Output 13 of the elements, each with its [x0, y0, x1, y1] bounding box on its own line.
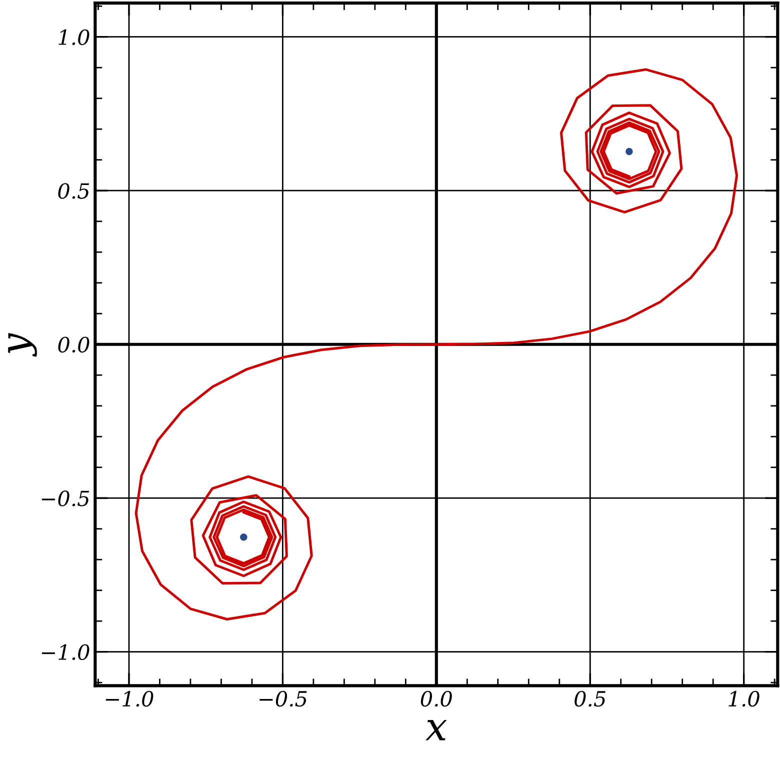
x-tick-label: −1.0	[106, 690, 154, 707]
y-tick-label: 0.5	[58, 183, 90, 199]
x-tick-label: 0.5	[574, 690, 606, 707]
x-axis-title: x	[426, 720, 447, 740]
x-tick-label: 0.0	[420, 690, 452, 707]
x-tick-label: −0.5	[260, 690, 307, 707]
y-axis-title: y	[8, 332, 37, 357]
y-tick-label: 0.0	[58, 336, 90, 353]
x-tick-label: 1.0	[728, 690, 760, 707]
y-tick-label: −1.0	[42, 644, 90, 660]
y-tick-label: 1.0	[58, 29, 90, 46]
y-tick-label: −0.5	[42, 490, 90, 506]
line-series	[134, 68, 738, 620]
